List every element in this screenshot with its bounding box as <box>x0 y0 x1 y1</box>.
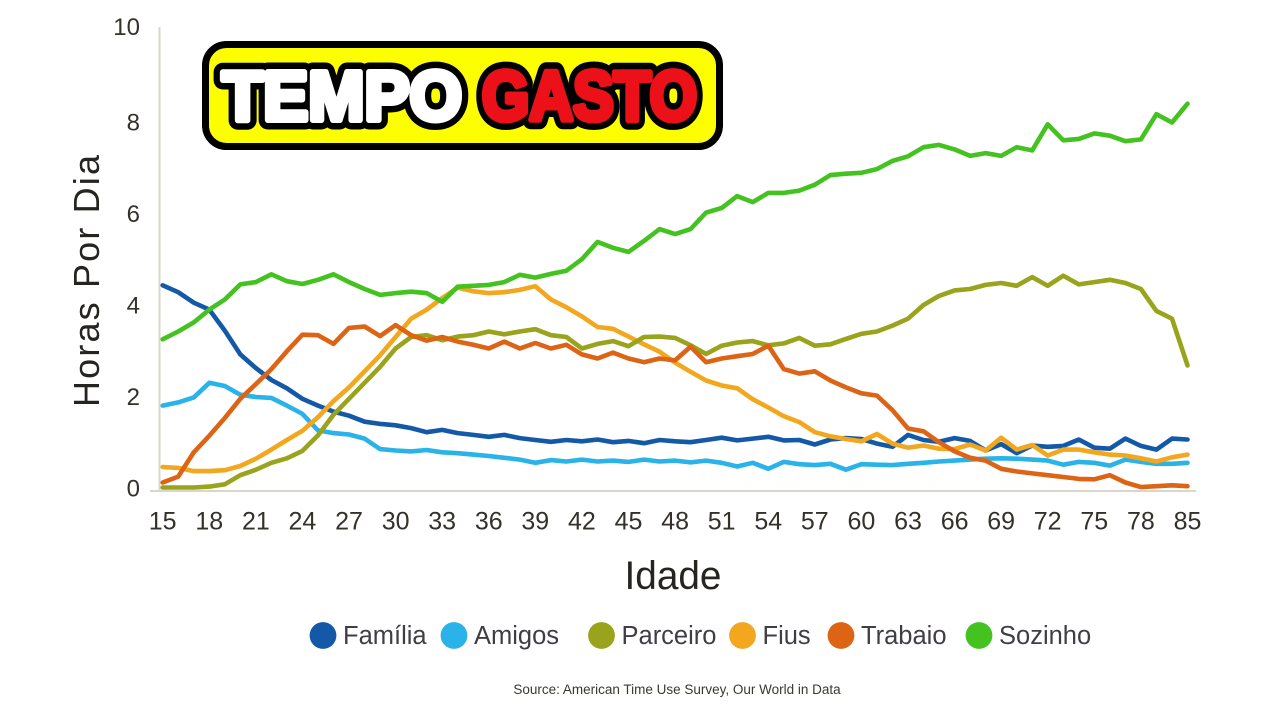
svg-text:33: 33 <box>428 508 456 536</box>
svg-text:39: 39 <box>521 508 549 536</box>
svg-text:78: 78 <box>1127 508 1155 536</box>
svg-text:Horas Por Dia: Horas Por Dia <box>66 154 107 407</box>
svg-text:Source: American Time Use Surv: Source: American Time Use Survey, Our Wo… <box>513 682 841 697</box>
svg-text:Fius: Fius <box>763 622 811 650</box>
svg-text:Idade: Idade <box>625 554 722 598</box>
svg-text:63: 63 <box>894 508 922 536</box>
svg-text:Sozinho: Sozinho <box>999 622 1091 650</box>
svg-text:69: 69 <box>987 508 1015 536</box>
svg-text:60: 60 <box>847 508 875 536</box>
svg-text:75: 75 <box>1080 508 1108 536</box>
svg-text:30: 30 <box>382 508 410 536</box>
svg-text:0: 0 <box>127 476 140 503</box>
svg-text:21: 21 <box>242 508 270 536</box>
svg-text:Trabaio: Trabaio <box>861 622 947 650</box>
svg-text:TEMPO: TEMPO <box>222 57 462 135</box>
svg-text:GASTO: GASTO <box>482 57 697 135</box>
svg-text:GASTO: GASTO <box>482 57 697 135</box>
svg-text:10: 10 <box>113 14 140 41</box>
svg-text:66: 66 <box>941 508 969 536</box>
svg-text:2: 2 <box>127 384 140 411</box>
svg-text:27: 27 <box>335 508 363 536</box>
svg-text:85: 85 <box>1174 508 1202 536</box>
svg-text:Família: Família <box>343 622 427 650</box>
svg-text:72: 72 <box>1034 508 1062 536</box>
svg-text:24: 24 <box>288 508 316 536</box>
svg-text:Parceiro: Parceiro <box>622 622 717 650</box>
svg-text:48: 48 <box>661 508 689 536</box>
svg-text:45: 45 <box>615 508 643 536</box>
svg-text:Amigos: Amigos <box>474 622 559 650</box>
svg-text:42: 42 <box>568 508 596 536</box>
svg-text:TEMPO: TEMPO <box>222 57 462 135</box>
svg-text:36: 36 <box>475 508 503 536</box>
svg-text:51: 51 <box>708 508 736 536</box>
svg-text:54: 54 <box>754 508 782 536</box>
svg-text:15: 15 <box>149 508 177 536</box>
svg-text:57: 57 <box>801 508 829 536</box>
svg-text:6: 6 <box>127 201 140 228</box>
svg-text:18: 18 <box>195 508 223 536</box>
svg-text:8: 8 <box>127 110 140 137</box>
svg-text:4: 4 <box>127 293 140 320</box>
